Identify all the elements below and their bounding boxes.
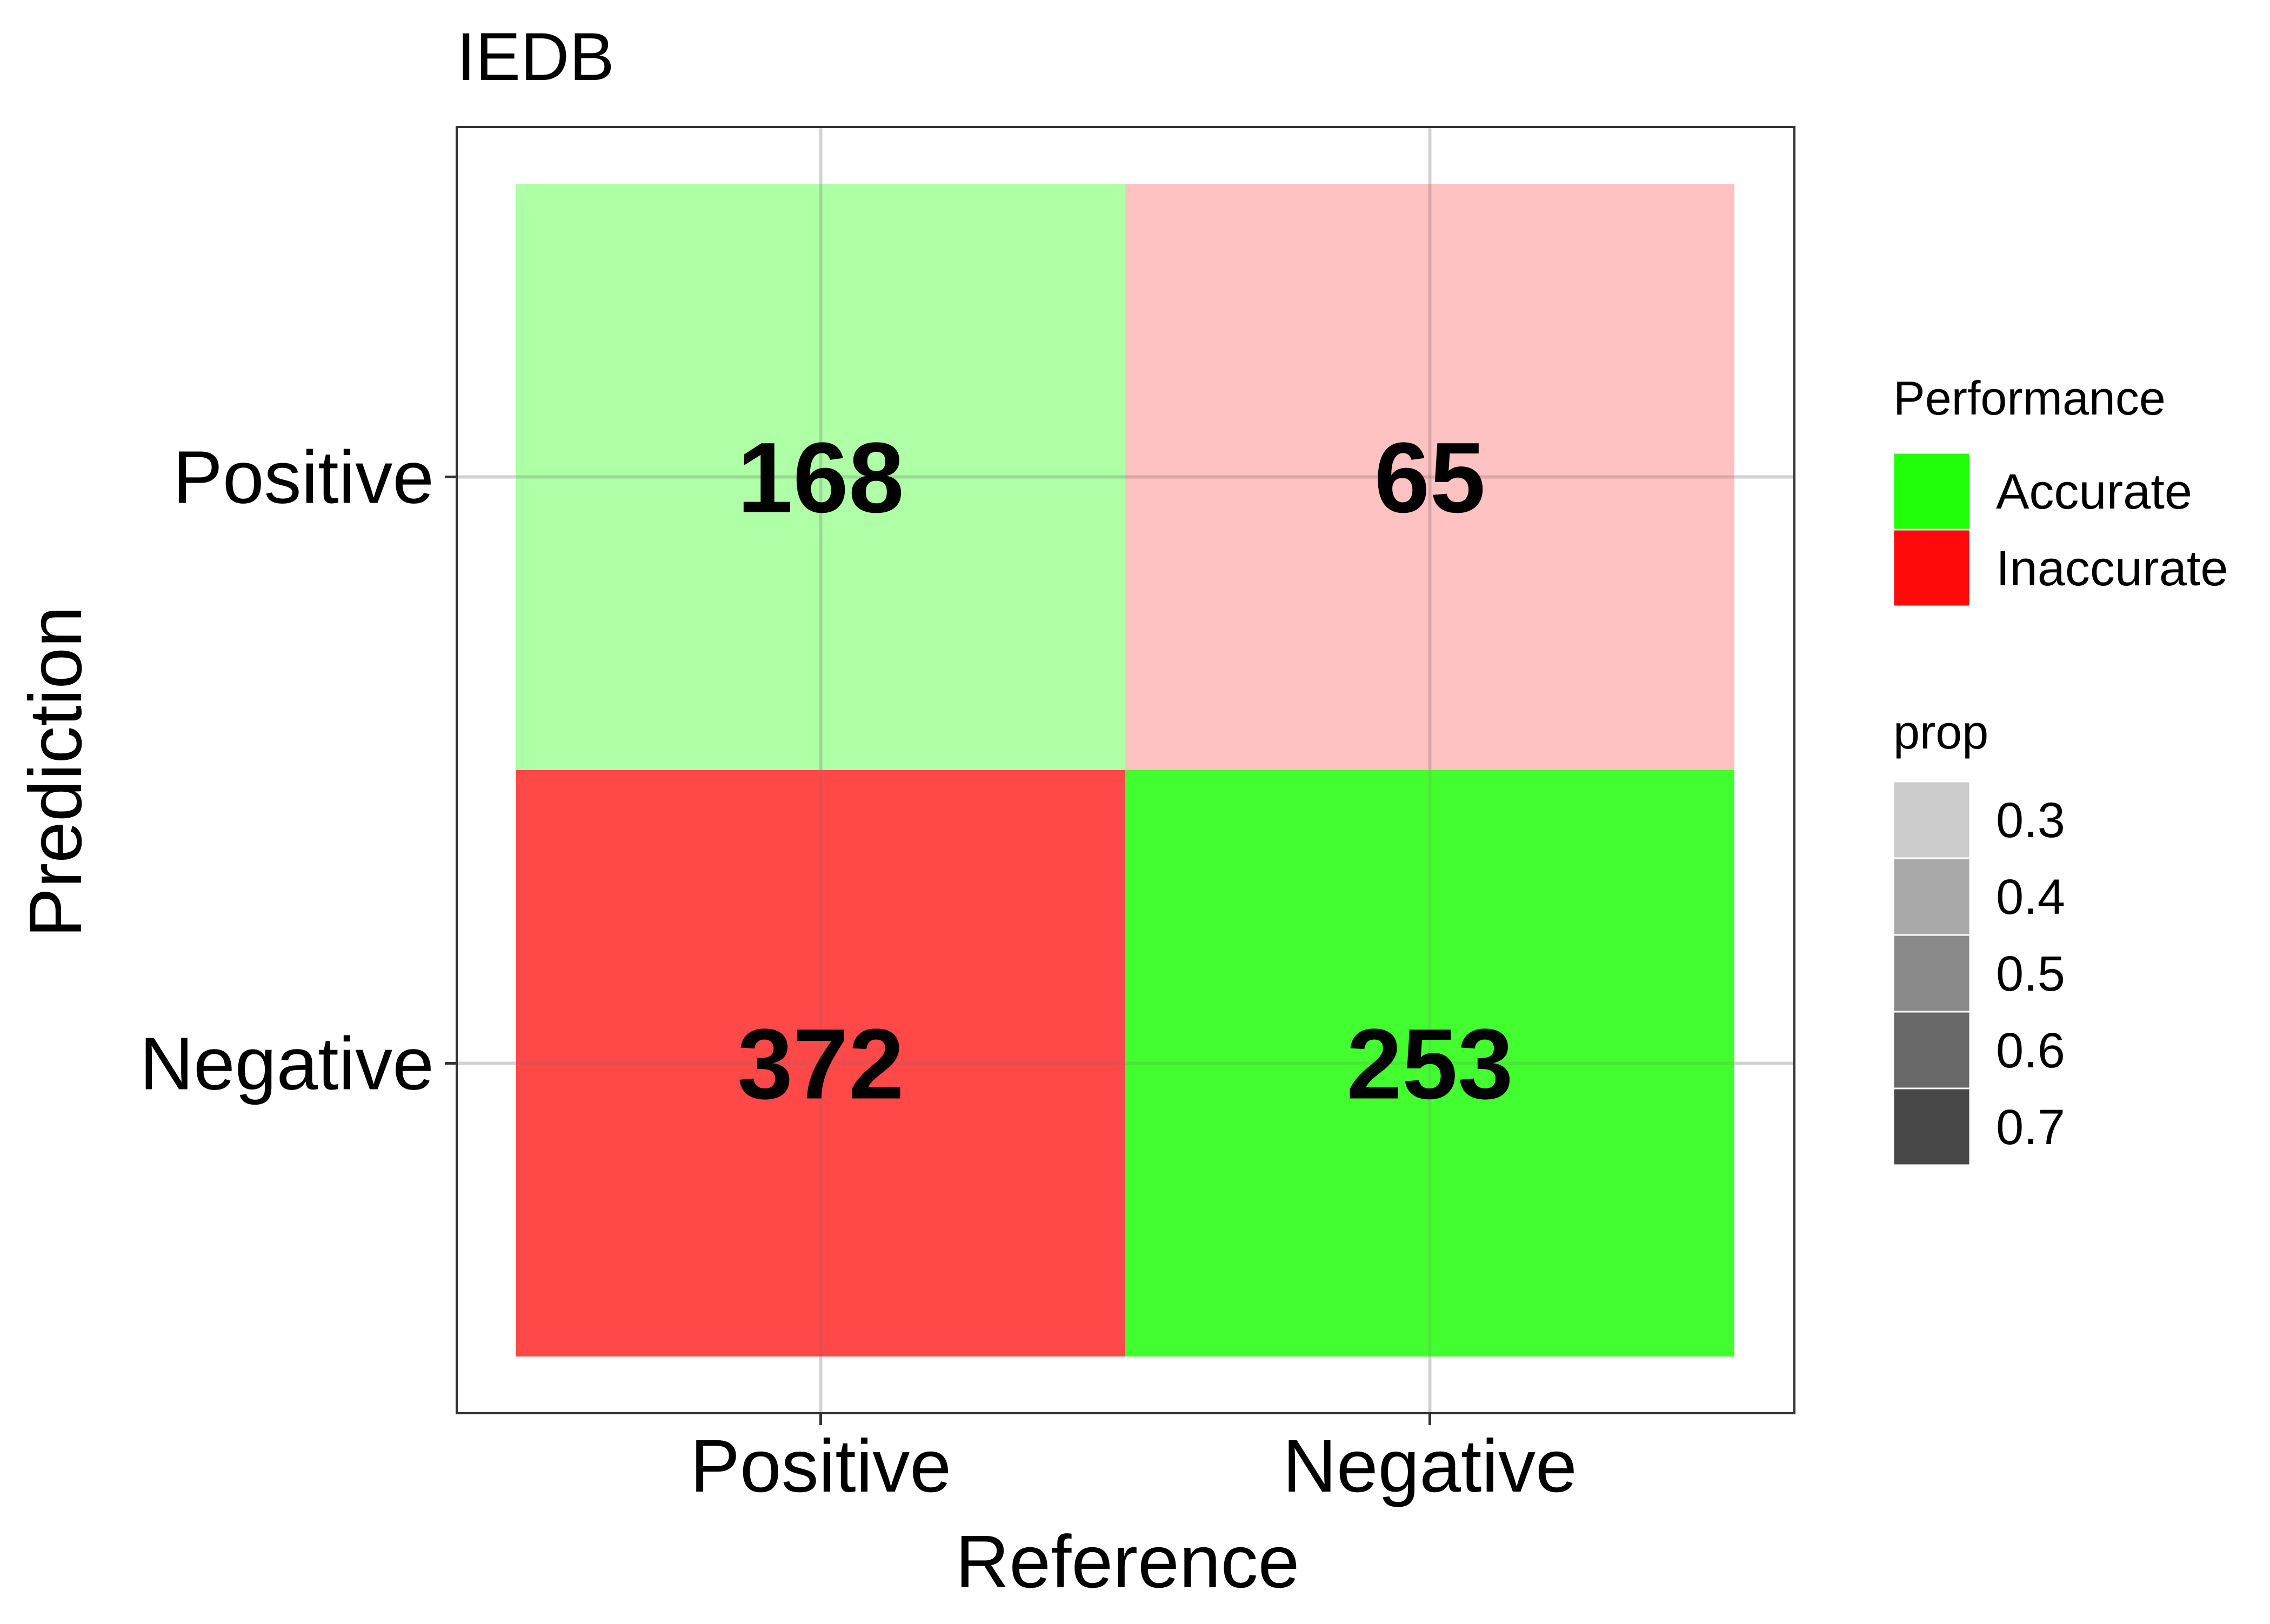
cell-value-positive-negative: 65: [1374, 423, 1486, 534]
x-tick-label-negative: Negative: [1283, 1425, 1577, 1508]
legend-prop-swatch-3: [1892, 1011, 1971, 1090]
legend-prop-label-2: 0.5: [1996, 946, 2065, 1001]
cell-value-negative-negative: 253: [1346, 1009, 1513, 1120]
legend-prop-swatch-1: [1892, 857, 1971, 936]
plot-panel-border: [456, 126, 1795, 1414]
legend-prop-swatch-2: [1892, 934, 1971, 1013]
legend-prop-label-0: 0.3: [1996, 793, 2065, 848]
cell-value-positive-positive: 168: [737, 423, 904, 534]
legend-prop-swatch-0: [1892, 780, 1971, 859]
y-tick-label-negative: Negative: [139, 1022, 434, 1106]
legend-prop-label-1: 0.4: [1996, 870, 2065, 925]
legend-prop-label-4: 0.7: [1996, 1100, 2065, 1155]
gridlines-overlay: [457, 127, 1794, 1413]
heatmap-cell-negative-positive: [516, 770, 1125, 1356]
legend-label-accurate: Accurate: [1996, 464, 2192, 519]
legend-prop-title: prop: [1893, 705, 1988, 759]
heatmap-cells: [516, 184, 1734, 1356]
y-axis-title: Prediction: [14, 606, 97, 938]
cell-value-labels: 168 65 372 253: [737, 423, 1513, 1120]
heatmap-cell-positive-negative: [1125, 184, 1734, 770]
legend-prop-label-3: 0.6: [1996, 1023, 2065, 1078]
heatmap-cell-negative-negative: [1125, 770, 1734, 1356]
chart-title: IEDB: [457, 19, 615, 95]
legend-label-inaccurate: Inaccurate: [1996, 541, 2228, 596]
heatmap-cell-positive-positive: [516, 184, 1125, 770]
legend-swatch-inaccurate: [1892, 529, 1971, 607]
x-axis-title: Reference: [956, 1520, 1300, 1603]
cell-value-negative-positive: 372: [737, 1009, 904, 1120]
axes: Positive Negative Positive Negative: [139, 126, 1795, 1508]
legend-performance-title: Performance: [1893, 371, 2166, 425]
y-tick-label-positive: Positive: [173, 436, 434, 519]
legend-prop-swatch-4: [1892, 1087, 1971, 1166]
legend-swatch-accurate: [1892, 452, 1971, 531]
x-tick-label-positive: Positive: [690, 1425, 951, 1508]
